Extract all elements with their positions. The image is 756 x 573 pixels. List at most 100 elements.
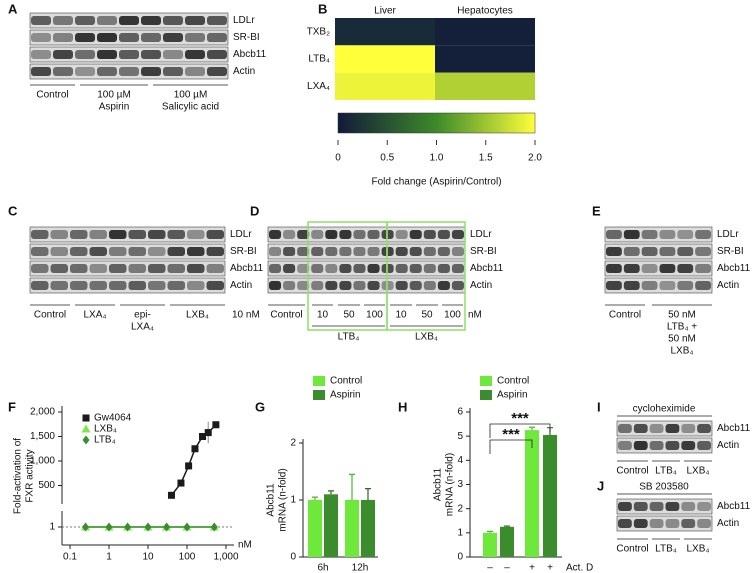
x-tick-label: 6h xyxy=(317,563,328,573)
legend-swatch xyxy=(480,376,492,386)
blot-band xyxy=(163,16,183,25)
bar xyxy=(345,500,359,557)
y-tick-label: 0 xyxy=(457,552,463,563)
blot-band xyxy=(311,264,324,273)
blot-band xyxy=(618,519,632,528)
blot-band xyxy=(50,281,68,290)
blot-band xyxy=(119,67,139,76)
blot-band xyxy=(423,281,436,290)
y-tick-label: 1,000 xyxy=(30,456,55,467)
blot-band xyxy=(31,33,51,42)
group-label: LXB₄ xyxy=(687,544,710,555)
marker xyxy=(81,424,91,433)
treatment-label: SB 203580 xyxy=(639,482,689,493)
blot-band xyxy=(89,247,107,256)
x-tick-label: 1 xyxy=(106,552,112,563)
x-tick-label: 10 xyxy=(142,552,154,563)
row-label: Actin xyxy=(470,280,492,291)
error-bar xyxy=(349,473,355,500)
marker xyxy=(177,479,185,487)
unit-label: 10 nM xyxy=(232,310,260,321)
group-label: Control xyxy=(609,310,641,321)
y-tick-label: 2 xyxy=(290,438,296,449)
panel-label: E xyxy=(592,203,601,218)
blot-band xyxy=(75,16,95,25)
blot-band xyxy=(325,247,338,256)
blot-band xyxy=(606,247,622,256)
legend-label: Gw4064 xyxy=(94,413,132,424)
blot-band xyxy=(97,67,117,76)
row-label: Abcb11 xyxy=(717,501,751,512)
blot-band xyxy=(187,247,205,256)
colorbar-tick-label: 0.5 xyxy=(380,153,394,164)
legend-swatch xyxy=(313,376,325,386)
treatment-label: cycloheximide xyxy=(633,404,696,415)
y-axis-label: mRNA (n-fold) xyxy=(278,468,289,531)
blot-band xyxy=(409,281,422,290)
colorbar-label: Fold change (Aspirin/Control) xyxy=(371,177,501,188)
x-tick-label: + xyxy=(547,563,553,573)
blot-band xyxy=(207,33,227,42)
blot-band xyxy=(437,264,450,273)
y-tick-label: 6 xyxy=(457,407,463,418)
significance-bracket xyxy=(489,439,533,454)
blot-band xyxy=(681,502,696,511)
blot-band xyxy=(623,230,640,239)
panel-label: B xyxy=(318,1,327,16)
blot-band xyxy=(206,264,224,273)
row-label: Actin xyxy=(230,280,252,291)
colorbar-tick-label: 1.5 xyxy=(479,153,493,164)
row-label: LXA₄ xyxy=(307,81,330,92)
row-label: Actin xyxy=(717,518,739,529)
unit-label: nM xyxy=(468,310,482,321)
y-tick-label: 1 xyxy=(290,495,296,506)
y-tick-label: 500 xyxy=(38,480,55,491)
marker xyxy=(191,445,199,453)
blot-band xyxy=(31,16,51,25)
y-tick-label: 5 xyxy=(457,431,463,442)
blot-band xyxy=(163,33,183,42)
lane-label: 100 xyxy=(444,310,461,321)
panel-label: D xyxy=(250,203,259,218)
panel-label: H xyxy=(398,399,407,414)
group-label: LTB₄ xyxy=(655,544,677,555)
blot-band xyxy=(633,424,648,433)
blot-band xyxy=(659,264,676,273)
x-tick-label: + xyxy=(529,563,535,573)
group-label: Aspirin xyxy=(99,102,130,113)
blot-band xyxy=(141,50,161,59)
blot-band xyxy=(697,424,711,433)
panel-label: A xyxy=(8,1,18,16)
blot-band xyxy=(167,264,185,273)
colorbar-tick-label: 1.0 xyxy=(430,153,444,164)
blot-band xyxy=(109,230,127,239)
lane-label: 50 xyxy=(421,310,433,321)
group-label: 100 µM xyxy=(174,90,208,101)
bar xyxy=(361,500,375,557)
marker xyxy=(82,414,90,422)
blot-band xyxy=(297,281,310,290)
blot-band xyxy=(206,230,224,239)
blot-band xyxy=(697,519,711,528)
group-label: epi- xyxy=(134,310,151,321)
blot-band xyxy=(451,281,464,290)
blot-band xyxy=(623,247,640,256)
blot-band xyxy=(89,281,107,290)
blot-band xyxy=(53,50,73,59)
blot-band xyxy=(367,247,380,256)
y-tick-label: 1 xyxy=(49,522,55,533)
blot-band xyxy=(97,50,117,59)
y-tick-label: 3 xyxy=(457,479,463,490)
y-tick-label: 1 xyxy=(457,527,463,538)
x-axis-label: Act. D xyxy=(566,563,593,573)
heat-cell xyxy=(335,18,435,46)
blot-band xyxy=(283,230,296,239)
blot-band xyxy=(697,441,711,450)
blot-band xyxy=(283,281,296,290)
blot-band xyxy=(119,50,139,59)
blot-band xyxy=(665,502,680,511)
blot-band xyxy=(269,264,282,273)
blot-band xyxy=(89,264,107,273)
blot-band xyxy=(339,281,352,290)
blot-band xyxy=(70,264,88,273)
